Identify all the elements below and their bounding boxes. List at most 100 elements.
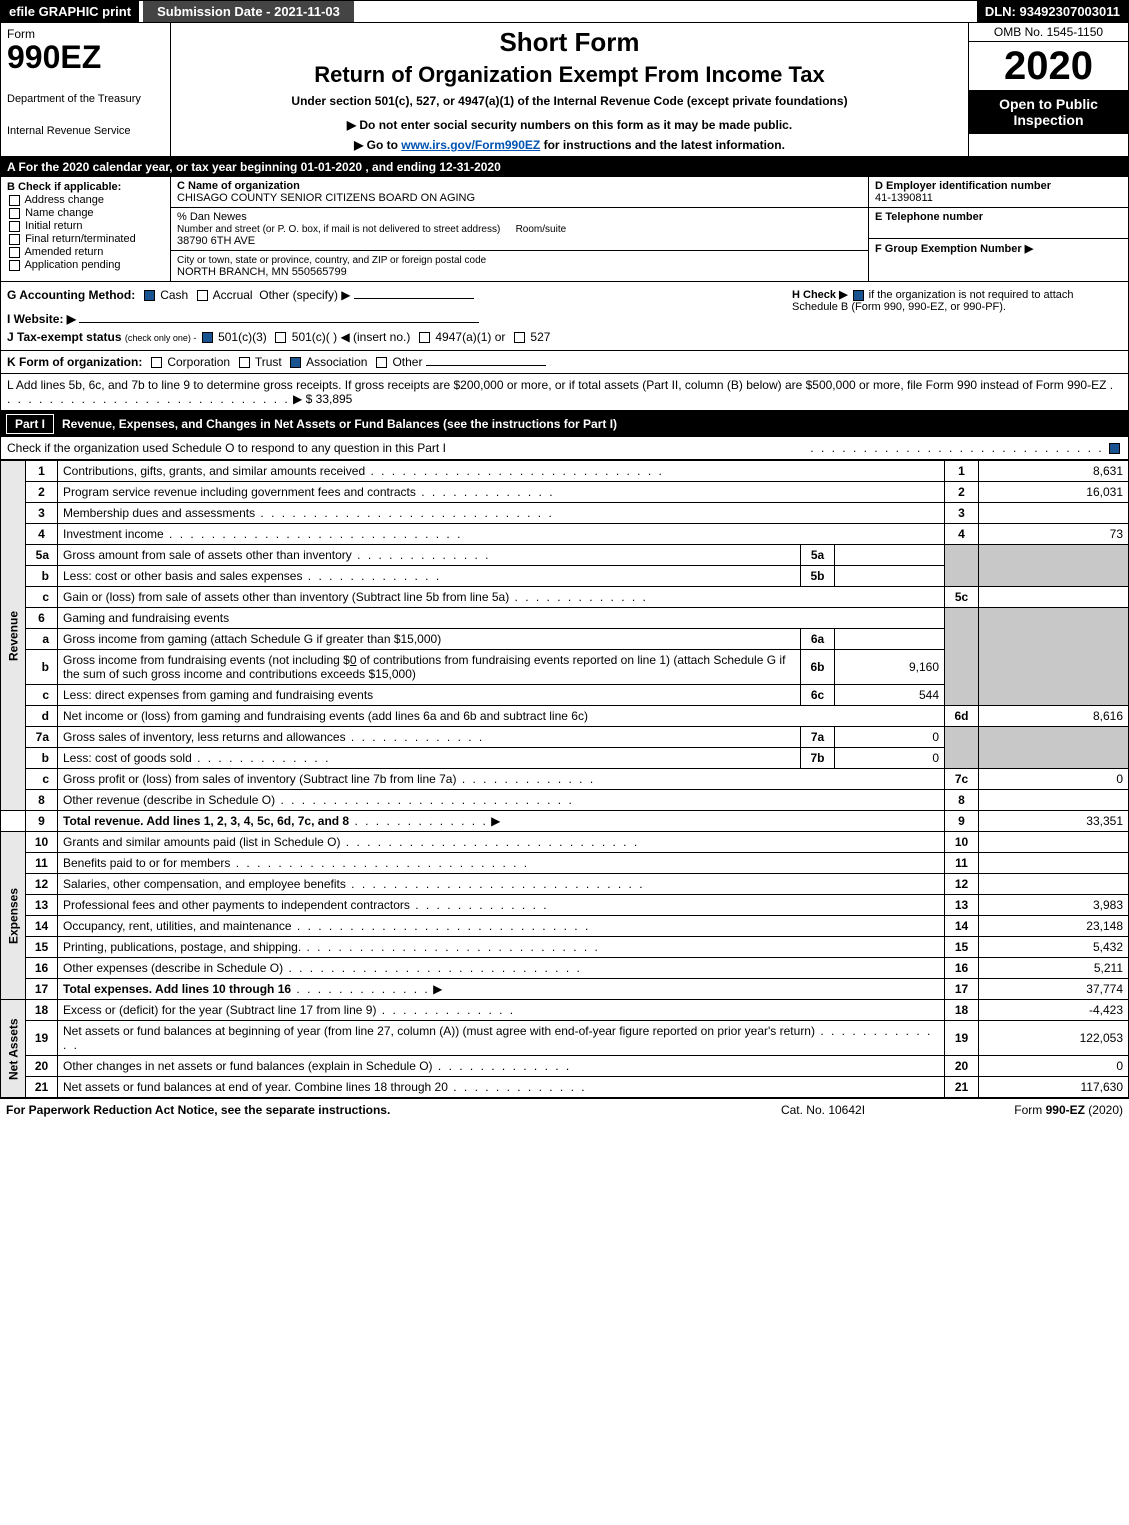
l6a-desc: Gross income from gaming (attach Schedul… — [58, 629, 801, 650]
l17-val: 37,774 — [979, 979, 1129, 1000]
info-section: B Check if applicable: Address change Na… — [0, 177, 1129, 282]
chk-trust[interactable] — [239, 357, 250, 368]
l21-box: 21 — [945, 1077, 979, 1098]
trust-label: Trust — [255, 355, 282, 369]
l12-num: 12 — [26, 874, 58, 895]
l19-num: 19 — [26, 1021, 58, 1056]
l4-num: 4 — [26, 524, 58, 545]
4947-label: 4947(a)(1) or — [435, 330, 505, 344]
l6abc-grey — [945, 608, 979, 706]
line-11: 11 Benefits paid to or for members 11 — [1, 853, 1129, 874]
line-8: 8 Other revenue (describe in Schedule O)… — [1, 790, 1129, 811]
l8-num: 8 — [26, 790, 58, 811]
dept-irs: Internal Revenue Service — [7, 125, 164, 137]
website-input[interactable] — [79, 322, 479, 323]
l1-num: 1 — [26, 461, 58, 482]
l18-val: -4,423 — [979, 1000, 1129, 1021]
l6d-box: 6d — [945, 706, 979, 727]
l2-desc: Program service revenue including govern… — [58, 482, 945, 503]
chk-4947[interactable] — [419, 332, 430, 343]
chk-amended-return[interactable]: Amended return — [7, 246, 164, 258]
corporation-label: Corporation — [167, 355, 230, 369]
l5c-val — [979, 587, 1129, 608]
501c3-label: 501(c)(3) — [218, 330, 267, 344]
chk-cash[interactable] — [144, 290, 155, 301]
line-12: 12 Salaries, other compensation, and emp… — [1, 874, 1129, 895]
l19-box: 19 — [945, 1021, 979, 1056]
line-4: 4 Investment income 4 73 — [1, 524, 1129, 545]
rev-end — [1, 811, 26, 832]
header-center: Short Form Return of Organization Exempt… — [171, 23, 968, 156]
line-5c: c Gain or (loss) from sale of assets oth… — [1, 587, 1129, 608]
l7a-mini: 7a — [801, 727, 835, 748]
chk-501c3[interactable] — [202, 332, 213, 343]
header-left: Form 990EZ Department of the Treasury In… — [1, 23, 171, 156]
section-def: D Employer identification number 41-1390… — [868, 177, 1128, 281]
l13-num: 13 — [26, 895, 58, 916]
chk-501c[interactable] — [275, 332, 286, 343]
l5c-num: c — [26, 587, 58, 608]
chk-address-change-label: Address change — [24, 194, 104, 206]
l5a-minival — [835, 545, 945, 566]
l5ab-grey-val — [979, 545, 1129, 587]
l6c-minival: 544 — [835, 685, 945, 706]
taxexempt-sub: (check only one) - — [125, 333, 197, 343]
chk-final-return[interactable]: Final return/terminated — [7, 233, 164, 245]
l9-desc: Total revenue. Add lines 1, 2, 3, 4, 5c,… — [58, 811, 945, 832]
return-title: Return of Organization Exempt From Incom… — [179, 62, 960, 88]
chk-address-change[interactable]: Address change — [7, 194, 164, 206]
l18-desc: Excess or (deficit) for the year (Subtra… — [58, 1000, 945, 1021]
chk-schedule-o[interactable] — [1109, 443, 1120, 454]
l6c-desc: Less: direct expenses from gaming and fu… — [58, 685, 801, 706]
chk-name-change[interactable]: Name change — [7, 207, 164, 219]
efile-print-button[interactable]: efile GRAPHIC print — [1, 1, 139, 22]
open-inspection: Open to Public Inspection — [969, 90, 1128, 134]
l6d-num: d — [26, 706, 58, 727]
goto-link[interactable]: www.irs.gov/Form990EZ — [401, 138, 540, 152]
l6b-minival: 9,160 — [835, 650, 945, 685]
l11-val — [979, 853, 1129, 874]
chk-other-org[interactable] — [376, 357, 387, 368]
ein-label: D Employer identification number — [875, 180, 1051, 192]
chk-association[interactable] — [290, 357, 301, 368]
l18-box: 18 — [945, 1000, 979, 1021]
l19-val: 122,053 — [979, 1021, 1129, 1056]
l11-num: 11 — [26, 853, 58, 874]
chk-final-return-label: Final return/terminated — [25, 233, 136, 245]
l4-val: 73 — [979, 524, 1129, 545]
l12-val — [979, 874, 1129, 895]
l13-box: 13 — [945, 895, 979, 916]
l19-desc: Net assets or fund balances at beginning… — [58, 1021, 945, 1056]
header-right: OMB No. 1545-1150 2020 Open to Public In… — [968, 23, 1128, 156]
chk-name-change-label: Name change — [25, 207, 94, 219]
l18-num: 18 — [26, 1000, 58, 1021]
l7a-minival: 0 — [835, 727, 945, 748]
chk-h[interactable] — [853, 290, 864, 301]
l14-box: 14 — [945, 916, 979, 937]
expenses-side-label: Expenses — [1, 832, 26, 1000]
l6-num: 6 — [26, 608, 58, 629]
l5a-mini: 5a — [801, 545, 835, 566]
part-1-num: Part I — [6, 414, 54, 434]
section-k: K Form of organization: Corporation Trus… — [0, 351, 1129, 374]
chk-accrual[interactable] — [197, 290, 208, 301]
l-text: L Add lines 5b, 6c, and 7b to line 9 to … — [7, 378, 1106, 392]
l2-num: 2 — [26, 482, 58, 503]
name-label: C Name of organization — [177, 180, 300, 192]
website-label: I Website: ▶ — [7, 312, 76, 326]
chk-application-pending[interactable]: Application pending — [7, 259, 164, 271]
phone-label: E Telephone number — [875, 211, 983, 223]
l9-num: 9 — [26, 811, 58, 832]
submission-date-button[interactable]: Submission Date - 2021-11-03 — [143, 1, 354, 22]
other-input[interactable] — [354, 298, 474, 299]
other-org-input[interactable] — [426, 365, 546, 366]
chk-initial-return[interactable]: Initial return — [7, 220, 164, 232]
l7b-minival: 0 — [835, 748, 945, 769]
l7c-box: 7c — [945, 769, 979, 790]
goto-post: for instructions and the latest informat… — [540, 138, 785, 152]
l14-num: 14 — [26, 916, 58, 937]
chk-corporation[interactable] — [151, 357, 162, 368]
short-form-title: Short Form — [179, 27, 960, 58]
l20-desc: Other changes in net assets or fund bala… — [58, 1056, 945, 1077]
chk-527[interactable] — [514, 332, 525, 343]
